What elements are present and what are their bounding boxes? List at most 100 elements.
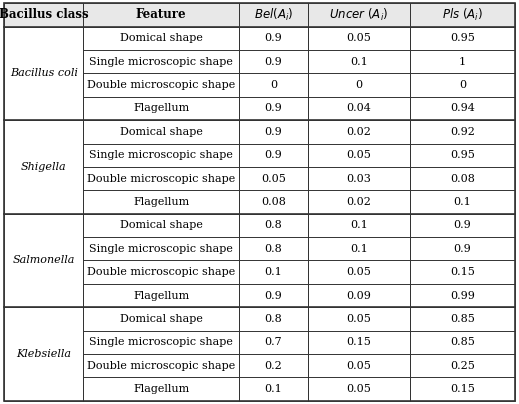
Bar	[308, 330, 410, 354]
Bar	[239, 261, 308, 284]
Bar	[308, 74, 410, 97]
Text: Single microscopic shape: Single microscopic shape	[89, 150, 233, 160]
Text: 0.9: 0.9	[265, 290, 282, 301]
Text: 0.05: 0.05	[347, 314, 372, 324]
Bar	[308, 50, 410, 74]
Bar	[308, 307, 410, 330]
Bar	[410, 377, 515, 401]
Bar	[4, 27, 84, 120]
Text: 1: 1	[459, 57, 466, 67]
Text: Domical shape: Domical shape	[120, 314, 202, 324]
Bar	[239, 307, 308, 330]
Text: Double microscopic shape: Double microscopic shape	[87, 174, 235, 183]
Text: 0.8: 0.8	[265, 221, 282, 230]
Bar	[239, 237, 308, 261]
Text: 0.15: 0.15	[347, 337, 372, 347]
Bar	[239, 143, 308, 167]
Text: 0.9: 0.9	[265, 127, 282, 137]
Bar	[410, 97, 515, 120]
Bar	[239, 190, 308, 214]
Text: $\mathit{Pls}\ (A_i)$: $\mathit{Pls}\ (A_i)$	[442, 7, 483, 23]
Text: 0: 0	[270, 80, 277, 90]
Text: Salmonella: Salmonella	[12, 255, 75, 265]
Text: 0.05: 0.05	[347, 267, 372, 277]
Bar	[84, 307, 239, 330]
Text: 0.02: 0.02	[347, 127, 372, 137]
Text: 0.9: 0.9	[265, 103, 282, 114]
Text: 0.03: 0.03	[347, 174, 372, 183]
Bar	[308, 261, 410, 284]
Bar	[239, 284, 308, 307]
Text: 0.8: 0.8	[265, 244, 282, 254]
Text: Domical shape: Domical shape	[120, 127, 202, 137]
Bar	[239, 3, 308, 27]
Text: 0: 0	[356, 80, 363, 90]
Bar	[84, 214, 239, 237]
Text: Flagellum: Flagellum	[133, 103, 189, 114]
Bar	[410, 74, 515, 97]
Bar	[4, 3, 84, 27]
Bar	[410, 284, 515, 307]
Bar	[4, 307, 84, 401]
Bar	[84, 284, 239, 307]
Bar	[239, 330, 308, 354]
Text: $\mathit{Bel}(A_i)$: $\mathit{Bel}(A_i)$	[254, 7, 293, 23]
Bar	[239, 167, 308, 190]
Bar	[308, 143, 410, 167]
Bar	[410, 330, 515, 354]
Bar	[239, 120, 308, 143]
Text: Single microscopic shape: Single microscopic shape	[89, 244, 233, 254]
Bar	[4, 214, 84, 307]
Bar	[84, 190, 239, 214]
Bar	[84, 27, 239, 50]
Bar	[308, 27, 410, 50]
Text: 0.04: 0.04	[347, 103, 372, 114]
Bar	[4, 120, 84, 214]
Text: 0.92: 0.92	[450, 127, 475, 137]
Text: 0.1: 0.1	[350, 57, 368, 67]
Bar	[410, 27, 515, 50]
Bar	[308, 214, 410, 237]
Bar	[308, 97, 410, 120]
Text: 0.09: 0.09	[347, 290, 372, 301]
Bar	[410, 3, 515, 27]
Bar	[308, 120, 410, 143]
Bar	[308, 377, 410, 401]
Bar	[410, 167, 515, 190]
Bar	[84, 237, 239, 261]
Text: Single microscopic shape: Single microscopic shape	[89, 57, 233, 67]
Text: Bacillus class: Bacillus class	[0, 8, 89, 21]
Text: 0.02: 0.02	[347, 197, 372, 207]
Bar	[410, 354, 515, 377]
Text: Feature: Feature	[136, 8, 186, 21]
Bar	[410, 214, 515, 237]
Bar	[410, 237, 515, 261]
Bar	[84, 50, 239, 74]
Bar	[410, 50, 515, 74]
Text: Flagellum: Flagellum	[133, 290, 189, 301]
Text: Double microscopic shape: Double microscopic shape	[87, 80, 235, 90]
Text: 0.2: 0.2	[265, 361, 282, 371]
Bar	[410, 120, 515, 143]
Bar	[84, 143, 239, 167]
Text: 0.95: 0.95	[450, 33, 475, 43]
Text: 0.08: 0.08	[450, 174, 475, 183]
Text: 0.1: 0.1	[350, 221, 368, 230]
Bar	[239, 214, 308, 237]
Text: Flagellum: Flagellum	[133, 384, 189, 394]
Bar	[410, 143, 515, 167]
Text: 0.1: 0.1	[350, 244, 368, 254]
Text: 0.9: 0.9	[454, 244, 471, 254]
Bar	[239, 50, 308, 74]
Bar	[308, 190, 410, 214]
Text: Bacillus coli: Bacillus coli	[10, 68, 78, 78]
Text: 0.1: 0.1	[265, 267, 282, 277]
Bar	[308, 167, 410, 190]
Bar	[84, 74, 239, 97]
Bar	[84, 97, 239, 120]
Text: 0.8: 0.8	[265, 314, 282, 324]
Bar	[84, 354, 239, 377]
Text: 0.05: 0.05	[347, 361, 372, 371]
Text: Single microscopic shape: Single microscopic shape	[89, 337, 233, 347]
Text: 0.25: 0.25	[450, 361, 475, 371]
